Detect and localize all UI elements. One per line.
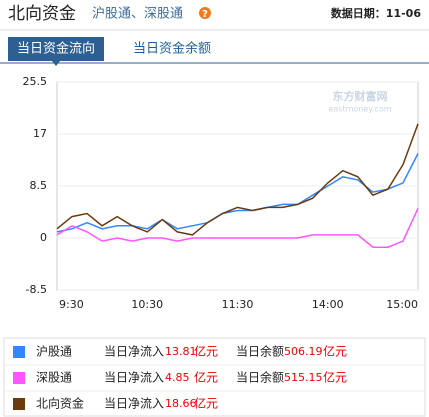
y-tick-label: -8.5	[26, 283, 47, 296]
tab-active[interactable]	[8, 37, 104, 61]
balance-label: 当日余额	[236, 370, 284, 385]
legend-name: 深股通	[36, 371, 72, 385]
series-line	[56, 153, 419, 233]
legend-swatch	[13, 372, 25, 384]
net-label: 当日净流入	[104, 345, 164, 359]
watermark: eastmoney.com	[328, 105, 391, 114]
watermark: 东方财富网	[333, 89, 388, 103]
x-tick-label: 9:30	[59, 298, 84, 311]
balance-value: 506.19	[284, 345, 323, 358]
help-text[interactable]: ?	[202, 9, 208, 20]
y-tick-label: 17	[33, 127, 47, 140]
balance-unit: 亿元	[323, 344, 347, 359]
y-tick-label: 25.5	[23, 75, 48, 88]
date: 数据日期：11-06	[331, 6, 422, 20]
tab[interactable]: 当日资金流向	[17, 41, 95, 57]
net-value: 13.81	[165, 345, 197, 358]
x-tick-label: 11:30	[222, 298, 254, 311]
help-icon[interactable]	[199, 7, 211, 19]
legend-table	[3, 337, 426, 417]
net-label: 当日净流入	[104, 397, 164, 411]
subtitle: 沪股通、深股通	[92, 6, 183, 22]
net-unit: 亿元	[194, 344, 218, 359]
net-label: 当日净流入	[104, 371, 164, 385]
legend-swatch	[13, 398, 25, 410]
page-title: 北向资金	[8, 4, 76, 24]
legend-name: 沪股通	[36, 345, 72, 359]
y-tick-label: 0	[40, 231, 47, 244]
net-value: 4.85	[165, 371, 190, 384]
x-tick-label: 14:00	[312, 298, 344, 311]
balance-unit: 亿元	[323, 370, 347, 385]
x-tick-label: 15:00	[386, 298, 418, 311]
net-unit: 亿元	[194, 396, 218, 411]
tab[interactable]: 当日资金余额	[133, 41, 211, 57]
balance-value: 515.15	[284, 371, 323, 384]
net-unit: 亿元	[194, 370, 218, 385]
x-tick-label: 10:30	[131, 298, 163, 311]
legend-name: 北向资金	[36, 396, 84, 411]
series-line	[56, 123, 419, 236]
net-value: 18.66	[165, 397, 197, 410]
y-tick-label: 8.5	[30, 179, 48, 192]
balance-label: 当日余额	[236, 344, 284, 359]
series-line	[56, 207, 419, 248]
legend-swatch	[13, 346, 25, 358]
